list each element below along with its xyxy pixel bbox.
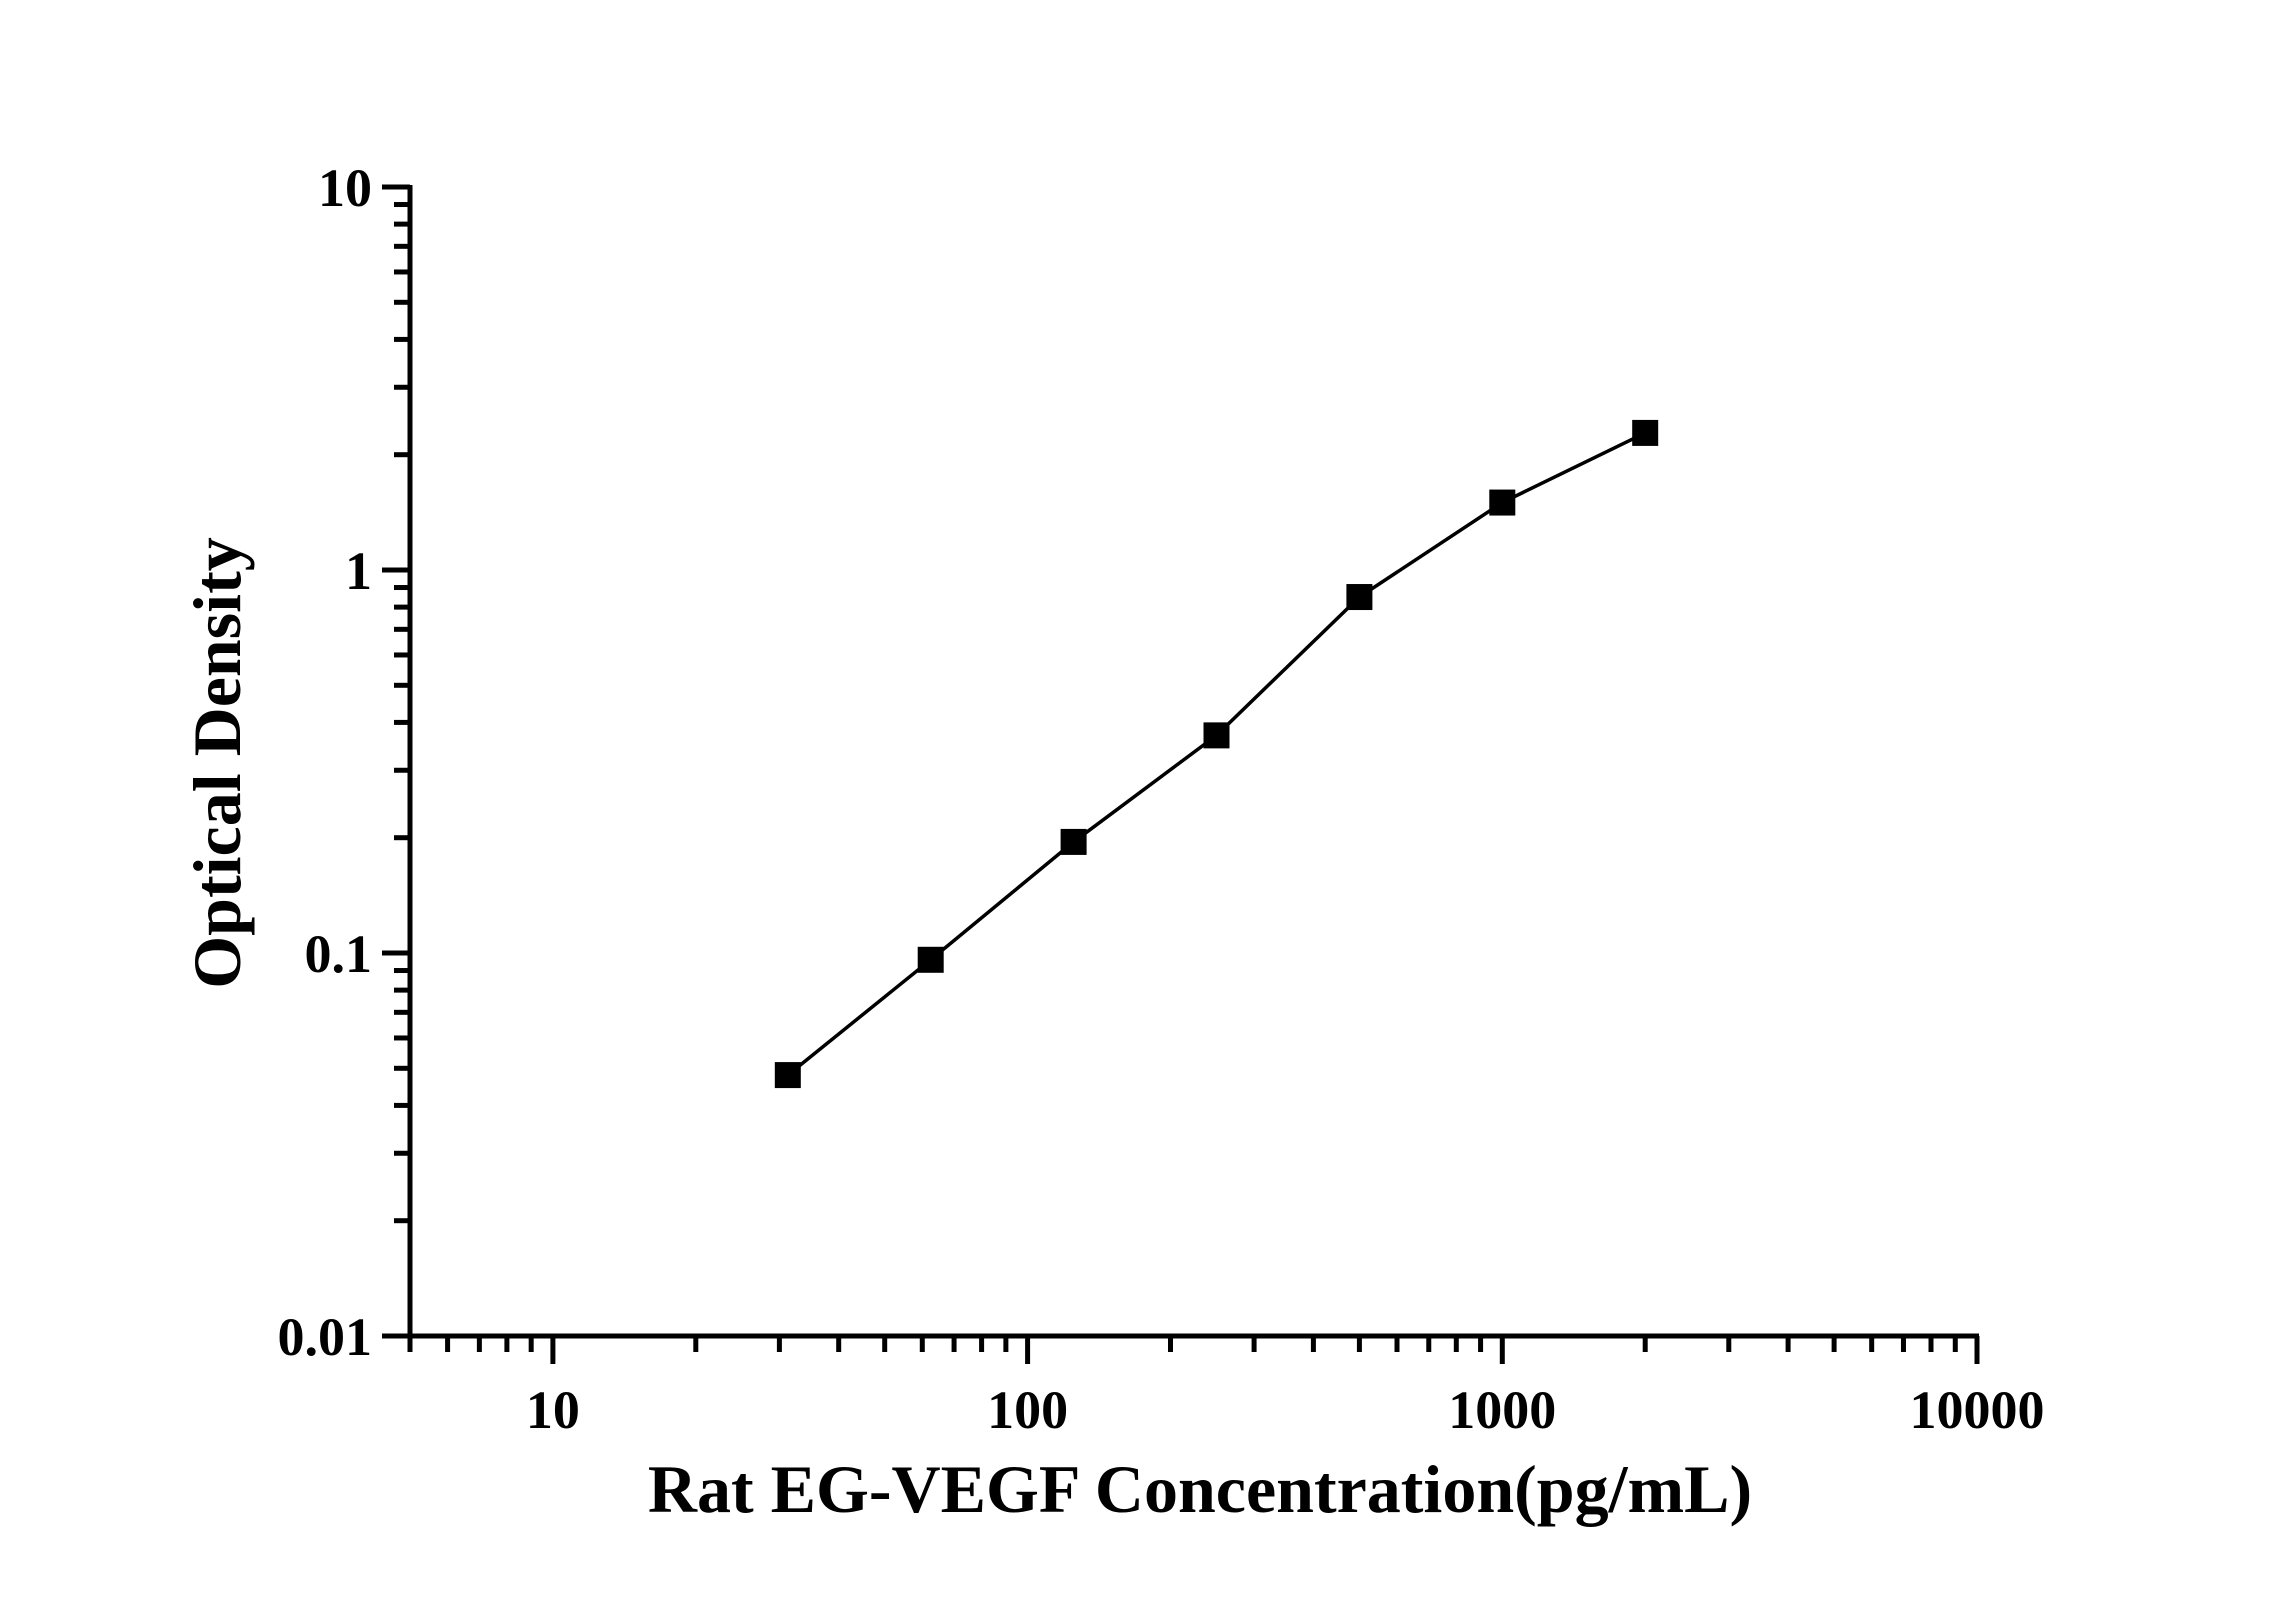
data-point-marker (1203, 722, 1230, 749)
data-point-marker (917, 946, 944, 973)
y-axis-title: Optical Density (179, 537, 255, 988)
data-point-marker (1060, 828, 1087, 855)
y-tick-label: 10 (318, 158, 372, 218)
y-tick-label: 0.1 (305, 924, 373, 984)
x-axis-title: Rat EG-VEGF Concentration(pg/mL) (648, 1451, 1752, 1527)
y-tick-label: 1 (345, 541, 372, 601)
x-tick-label: 1000 (1448, 1380, 1556, 1440)
data-point-marker (1632, 419, 1659, 446)
chart-generated-content: 10 100 1000 10000 10 1 0.1 0.01 (278, 158, 2045, 1440)
data-point-marker (1346, 584, 1373, 611)
data-point-marker (1489, 489, 1516, 516)
x-tick-label: 100 (987, 1380, 1068, 1440)
x-tick-label: 10 (526, 1380, 580, 1440)
y-tick-label: 0.01 (278, 1307, 373, 1367)
data-point-marker (774, 1062, 801, 1089)
x-tick-label: 10000 (1910, 1380, 2045, 1440)
series-line (786, 431, 1646, 1077)
